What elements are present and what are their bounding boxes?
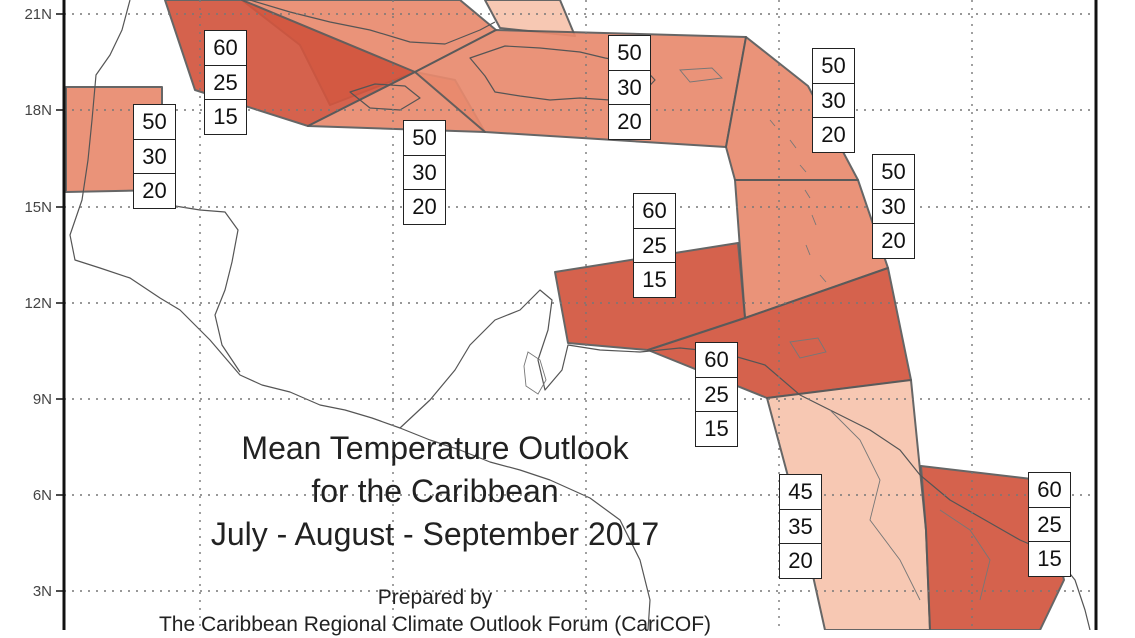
probability-box-windward-islands: 50 30 20 [872,154,915,259]
coastline-guyana-interior [829,409,991,601]
probability-below-normal: 15 [1037,546,1062,571]
probability-above-normal: 45 [780,475,821,510]
probability-above-normal: 60 [1029,473,1070,508]
coastline-puerto-rico [679,67,723,83]
probability-above-normal: 50 [609,36,650,71]
probability-below-normal: 15 [642,267,667,292]
probability-below-normal: 20 [142,178,167,203]
probability-near-normal: 30 [134,140,175,174]
coastline-trinidad [789,337,827,359]
probability-box-guyana-interior: 45 35 20 [779,474,822,579]
coastline-lake-maracaibo [523,351,547,395]
probability-near-normal: 30 [609,71,650,105]
probability-near-normal: 30 [404,156,445,190]
latitude-axis: 21N 18N 15N 12N 9N 6N 3N [24,6,64,600]
probability-box-belize: 50 30 20 [133,104,176,209]
probability-above-normal: 50 [134,105,175,140]
probability-near-normal: 30 [873,190,914,224]
latitude-label: 9N [33,391,52,408]
probability-near-normal: 25 [634,229,675,263]
probability-above-normal: 60 [205,31,246,66]
probability-below-normal: 20 [821,122,846,147]
map-title-line: Mean Temperature Outlook [241,430,629,466]
probability-near-normal: 25 [696,378,737,412]
probability-below-normal: 15 [213,104,238,129]
map-title-line: July - August - September 2017 [210,516,660,552]
latitude-label: 15N [24,199,52,216]
latitude-label: 3N [33,583,52,600]
credit-line: The Caribbean Regional Climate Outlook F… [158,613,712,636]
latitude-label: 12N [24,295,52,312]
latitude-label: 21N [24,6,52,23]
probability-box-northern-lesser-antilles: 50 30 20 [812,48,855,153]
probability-above-normal: 60 [696,343,737,378]
probability-near-normal: 30 [813,84,854,118]
probability-box-abc-islands: 60 25 15 [633,193,676,298]
coastline-lesser-antilles [769,119,827,283]
probability-box-trinidad-venezuela: 60 25 15 [695,342,738,447]
probability-above-normal: 60 [634,194,675,229]
credit-line: Prepared by [377,586,493,609]
probability-box-hispaniola-puerto-rico: 50 30 20 [608,35,651,140]
probability-above-normal: 50 [873,155,914,190]
probability-near-normal: 25 [205,66,246,100]
probability-near-normal: 25 [1029,508,1070,542]
probability-box-greater-antilles-west: 60 25 15 [204,30,247,135]
coastline-yucatan-honduras [135,189,241,373]
probability-above-normal: 50 [404,121,445,156]
probability-below-normal: 20 [617,109,642,134]
map-title-line: for the Caribbean [311,473,559,509]
latitude-label: 18N [24,102,52,119]
map-frame [62,0,1098,630]
probability-near-normal: 35 [780,510,821,544]
probability-above-normal: 50 [813,49,854,84]
probability-below-normal: 20 [788,548,813,573]
probability-below-normal: 20 [881,228,906,253]
probability-below-normal: 15 [704,416,729,441]
probability-box-jamaica: 50 30 20 [403,120,446,225]
coastline-jamaica [349,83,421,111]
probability-below-normal: 20 [412,194,437,219]
latitude-label: 6N [33,487,52,504]
zone-hispaniola [414,29,747,148]
grid [64,0,1096,630]
map-title: Mean Temperature Outlook for the Caribbe… [160,427,710,556]
coastline-colombia-venezuela [399,289,1091,630]
probability-box-suriname: 60 25 15 [1028,472,1071,577]
coastline-central-america [69,0,651,630]
